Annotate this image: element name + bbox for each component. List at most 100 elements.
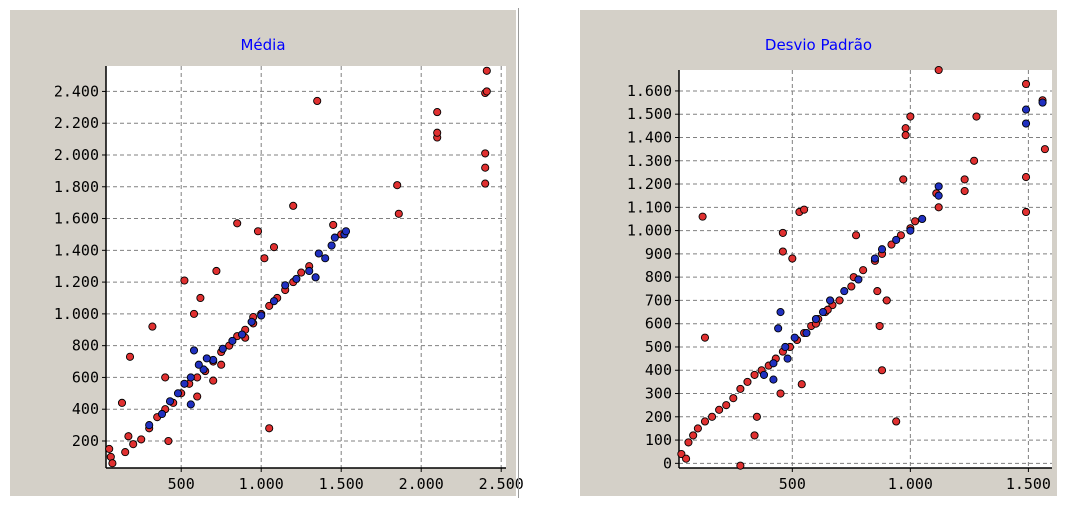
data-point-blue [769, 375, 778, 384]
chart-title: Desvio Padrão [764, 36, 873, 54]
y-tick-label: 800 [72, 337, 99, 355]
data-point-red [217, 360, 226, 369]
data-point-red [161, 373, 170, 382]
data-point-blue [934, 191, 943, 200]
data-point-blue [818, 308, 828, 317]
y-tick-label: 400 [645, 361, 672, 379]
data-point-red [750, 431, 759, 440]
y-tick-label: 200 [645, 408, 672, 426]
data-point-red [778, 247, 787, 256]
y-tick-label: 300 [645, 385, 672, 403]
data-point-blue [802, 328, 811, 338]
data-point-blue [769, 359, 778, 368]
data-point-red [797, 380, 806, 389]
y-tick-label: 700 [645, 291, 672, 309]
data-point-red [736, 384, 745, 393]
y-tick-label: 600 [645, 315, 672, 333]
data-point-blue [292, 274, 301, 283]
data-point-red [859, 266, 868, 275]
data-point-red [677, 449, 686, 459]
data-point-red [873, 287, 882, 296]
data-point-red [481, 149, 490, 158]
data-point-red [393, 181, 402, 190]
data-point-blue [173, 389, 183, 398]
panel-separator [518, 8, 519, 498]
data-point-red [882, 296, 891, 305]
data-point-blue [189, 346, 199, 355]
y-tick-label: 2.400 [54, 82, 99, 100]
data-point-blue [759, 370, 769, 379]
data-point-red [125, 352, 135, 361]
data-point-red [972, 112, 981, 121]
data-point-blue [305, 266, 314, 276]
y-tick-label: 1.500 [627, 105, 672, 123]
y-tick-label: 1.000 [627, 222, 672, 240]
data-point-blue [330, 233, 339, 242]
data-point-red [852, 231, 861, 240]
y-tick-label: 2.000 [54, 146, 99, 164]
data-point-blue [194, 360, 203, 369]
data-point-blue [826, 296, 835, 305]
data-point-red [1021, 207, 1031, 217]
data-point-red [736, 461, 745, 470]
data-point-red [722, 401, 731, 410]
data-point-red [137, 435, 146, 444]
y-tick-label: 0 [663, 454, 672, 472]
y-tick-label: 1.000 [54, 305, 99, 323]
data-point-red [698, 212, 707, 221]
data-point-blue [186, 400, 195, 409]
data-point-blue [1021, 105, 1031, 114]
y-tick-label: 2.200 [54, 114, 99, 132]
data-point-red [743, 377, 752, 386]
data-point-red [788, 254, 797, 263]
x-tick-label: 1.500 [1006, 475, 1051, 493]
data-point-blue [247, 317, 256, 326]
data-point-red [835, 296, 844, 305]
data-point-red [1040, 145, 1049, 154]
x-tick-label: 1.500 [319, 475, 364, 493]
data-point-blue [877, 245, 887, 254]
data-point-blue [774, 324, 783, 333]
data-point-red [700, 417, 710, 426]
data-point-red [108, 459, 117, 468]
chart-title: Média [240, 36, 286, 54]
y-tick-label: 800 [645, 268, 672, 286]
data-point-red [265, 301, 274, 310]
data-point-red [896, 231, 905, 240]
data-point-red [684, 438, 693, 447]
data-point-red [433, 128, 442, 137]
x-tick-label: 500 [779, 475, 806, 493]
data-point-red [297, 268, 306, 277]
data-point-blue [145, 421, 154, 430]
data-point-red [124, 432, 133, 441]
y-tick-label: 200 [72, 432, 99, 450]
y-tick-label: 1.200 [627, 175, 672, 193]
data-point-red [212, 266, 221, 276]
data-point-red [482, 87, 491, 96]
data-point-red [682, 454, 691, 463]
data-point-red [481, 163, 490, 172]
data-point-red [1021, 173, 1031, 182]
data-point-red [911, 217, 920, 226]
data-point-red [960, 175, 969, 184]
data-point-red [892, 417, 901, 426]
data-point-red [269, 243, 279, 252]
data-point-blue [776, 308, 785, 317]
data-point-blue [165, 397, 175, 406]
y-tick-label: 900 [645, 245, 672, 263]
data-point-red [693, 424, 702, 433]
chart-panel-desvio: Desvio Padrão 0 100 200 300 400 500 600 700 800 9… [580, 10, 1057, 496]
y-tick-label: 1.300 [627, 152, 672, 170]
chart-plot-media: 200 400 600 800 1.000 1.200 1.400 1.600 1.800 2.0… [54, 66, 524, 493]
data-point-blue [311, 273, 320, 282]
data-point-blue [870, 254, 879, 263]
data-point-blue [281, 281, 290, 290]
y-tick-label: 1.400 [627, 128, 672, 146]
data-point-blue [341, 227, 351, 236]
data-point-blue [892, 235, 901, 244]
data-point-red [148, 322, 157, 331]
data-point-red [887, 240, 896, 249]
data-point-red [433, 108, 442, 117]
chart-plot-desvio: 0 100 200 300 400 500 600 700 800 900 1.000 1.100 1.… [627, 65, 1052, 493]
data-point-red [776, 389, 785, 398]
